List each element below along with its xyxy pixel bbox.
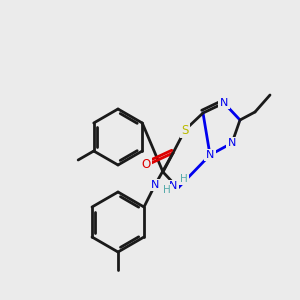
- Text: O: O: [141, 158, 151, 172]
- Text: H: H: [180, 174, 188, 184]
- Text: N: N: [220, 98, 228, 108]
- Text: N: N: [169, 181, 177, 191]
- Text: N: N: [151, 180, 159, 190]
- Text: H: H: [163, 185, 171, 195]
- Text: S: S: [181, 124, 189, 136]
- Text: N: N: [206, 150, 214, 160]
- Text: N: N: [228, 138, 236, 148]
